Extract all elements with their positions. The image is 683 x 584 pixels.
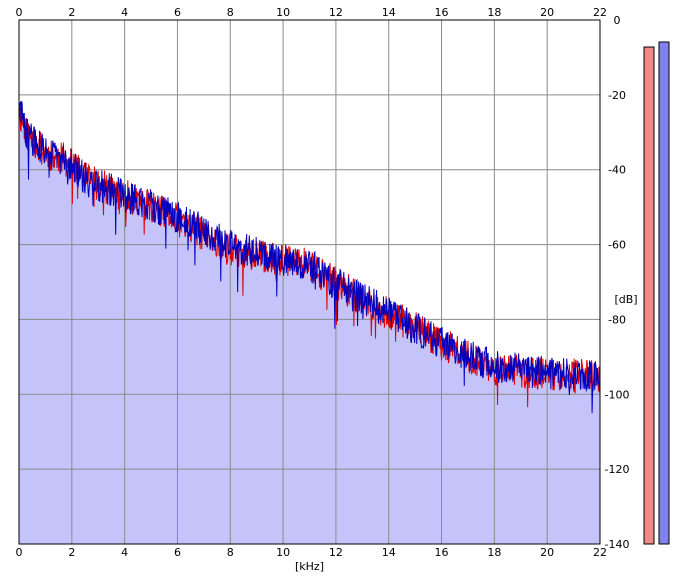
x-tick-label-top: 22 [593,6,607,19]
y-tick-label: 0 [614,14,621,27]
x-tick-label-top: 16 [435,6,449,19]
y-tick-label: -40 [608,164,626,177]
y-tick-label: -140 [605,538,630,551]
y-tick-label: -60 [608,239,626,252]
y-tick-labels: 0 -20 -40 -60 -80 -100 -120 -140 [605,14,630,551]
x-axis-title: [kHz] [295,560,324,573]
x-tick-label-bottom: 14 [382,546,396,559]
x-tick-label-bottom: 12 [329,546,343,559]
plot-frame [18,19,601,545]
x-tick-label-top: 8 [227,6,234,19]
series-line-2 [18,101,601,414]
x-tick-label-bottom: 22 [593,546,607,559]
x-tick-label-bottom: 16 [435,546,449,559]
x-tick-label-bottom: 4 [121,546,128,559]
x-tick-label-top: 4 [121,6,128,19]
level-meter-1 [643,46,655,545]
x-tick-label-bottom: 20 [540,546,554,559]
plot-border [18,19,601,545]
x-tick-label-bottom: 18 [487,546,501,559]
level-meter-2 [658,41,670,545]
y-tick-label: -20 [608,89,626,102]
level-meters [643,41,670,545]
x-tick-label-top: 2 [68,6,75,19]
x-tick-label-bottom: 0 [16,546,23,559]
x-tick-label-top: 18 [487,6,501,19]
y-tick-label: -80 [608,313,626,326]
grid-lines [18,19,601,545]
x-tick-label-top: 14 [382,6,396,19]
y-axis-title: [dB] [614,293,637,306]
x-tick-label-bottom: 2 [68,546,75,559]
spectrum-fill [19,101,600,545]
x-tick-label-top: 10 [276,6,290,19]
x-tick-label-top: 0 [16,6,23,19]
y-tick-label: -100 [605,388,630,401]
x-tick-label-top: 12 [329,6,343,19]
series-line-1 [18,107,601,408]
x-tick-label-top: 6 [174,6,181,19]
spectrum-area [19,101,600,545]
x-tick-label-bottom: 6 [174,546,181,559]
x-tick-labels-top: 0 2 4 6 8 10 12 14 16 18 20 22 [16,6,608,19]
x-tick-label-bottom: 10 [276,546,290,559]
x-tick-label-top: 20 [540,6,554,19]
y-tick-label: -120 [605,463,630,476]
series-lines [18,101,601,414]
x-tick-labels-bottom: 0 2 4 6 8 10 12 14 16 18 20 22 [16,546,608,559]
x-tick-label-bottom: 8 [227,546,234,559]
